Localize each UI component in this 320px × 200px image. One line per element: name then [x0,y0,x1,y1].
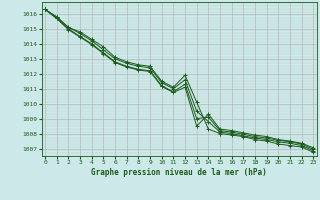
X-axis label: Graphe pression niveau de la mer (hPa): Graphe pression niveau de la mer (hPa) [91,168,267,177]
